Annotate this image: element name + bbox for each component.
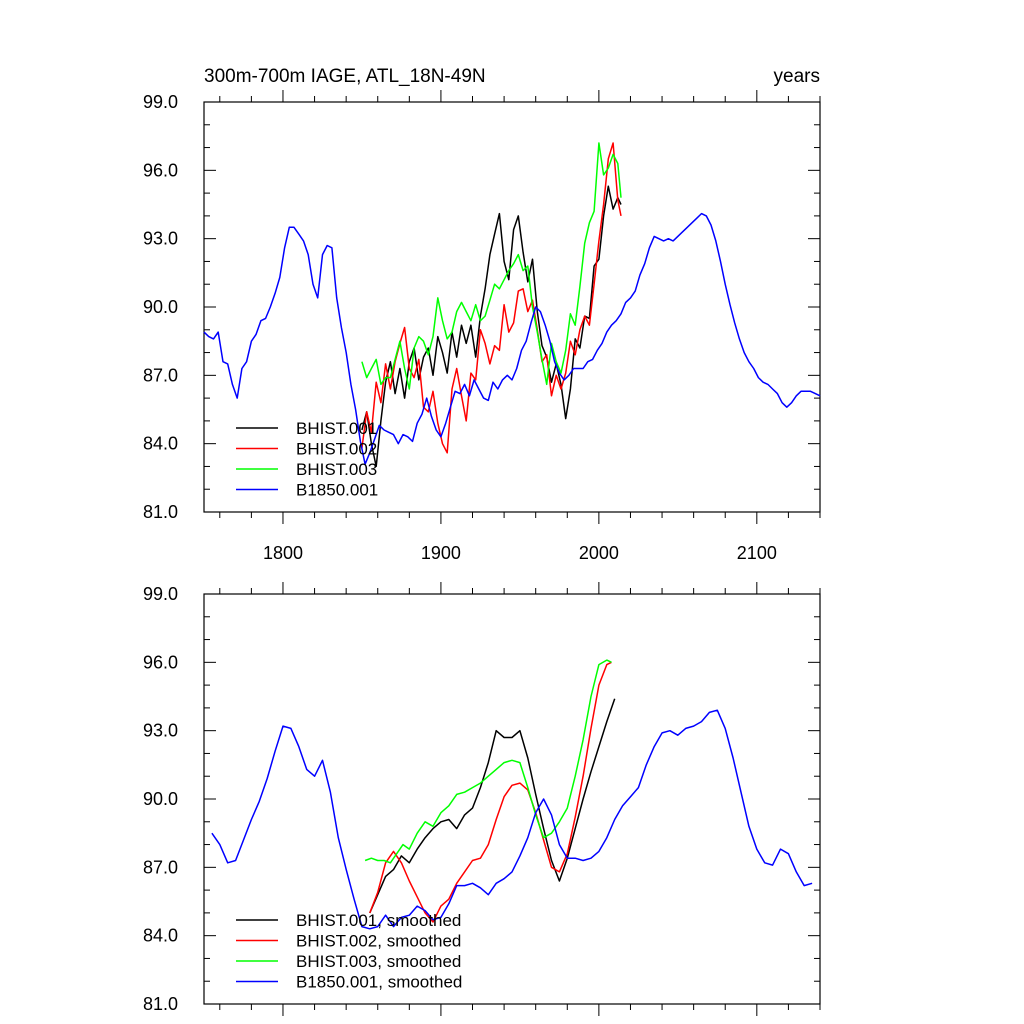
x-tick-label: 2100 [737, 543, 777, 563]
y-tick-label: 81.0 [143, 502, 178, 522]
y-tick-label: 93.0 [143, 721, 178, 741]
legend-label: BHIST.003, smoothed [296, 952, 461, 971]
legend-label: BHIST.002 [296, 440, 377, 459]
series-line-2 [361, 142, 622, 390]
y-tick-label: 93.0 [143, 229, 178, 249]
y-tick-label: 84.0 [143, 926, 178, 946]
y-tick-label: 90.0 [143, 789, 178, 809]
legend-label: B1850.001 [296, 481, 378, 500]
series-line-1 [361, 142, 622, 454]
chart-title-right-units: years [774, 66, 820, 87]
x-tick-label: 2000 [579, 543, 619, 563]
series-line-3 [203, 212, 821, 465]
y-tick-label: 87.0 [143, 365, 178, 385]
y-tick-label: 87.0 [143, 857, 178, 877]
legend-label: BHIST.002, smoothed [296, 932, 461, 951]
legend-label: BHIST.001, smoothed [296, 911, 461, 930]
y-tick-label: 90.0 [143, 297, 178, 317]
series-line-3 [211, 709, 813, 930]
legend-label: BHIST.003 [296, 460, 377, 479]
x-tick-label: 1900 [421, 543, 461, 563]
series-line-0 [361, 185, 622, 468]
series-line-0 [369, 698, 616, 914]
top-panel-raw: 300m-700m IAGE, ATL_18N-49N years 81.0 84… [143, 66, 821, 563]
legend-label: BHIST.001 [296, 419, 377, 438]
y-tick-label: 96.0 [143, 160, 178, 180]
series-line-2 [364, 659, 612, 864]
bottom-panel-smoothed: 81.0 84.0 87.0 90.0 93.0 96.0 99.0 BHIST.001, s… [143, 582, 821, 1016]
y-tick-label: 99.0 [143, 584, 178, 604]
series-line-1 [369, 661, 612, 923]
chart-title-left: 300m-700m IAGE, ATL_18N-49N [204, 66, 486, 87]
y-tick-label: 84.0 [143, 434, 178, 454]
x-tick-label: 1800 [263, 543, 303, 563]
y-tick-label: 81.0 [143, 994, 178, 1014]
y-tick-label: 96.0 [143, 652, 178, 672]
legend-label: B1850.001, smoothed [296, 973, 462, 992]
y-tick-label: 99.0 [143, 92, 178, 112]
